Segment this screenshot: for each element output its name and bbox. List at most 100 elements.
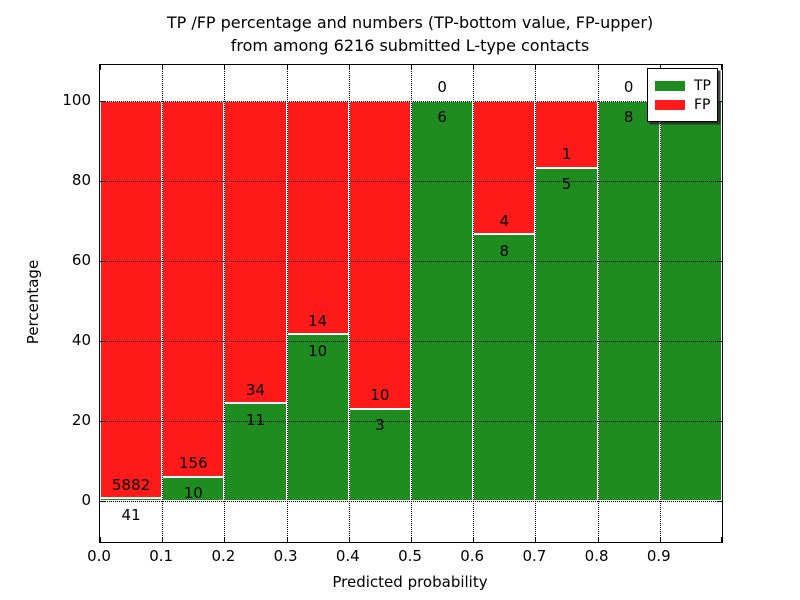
x-tick-mark — [721, 65, 722, 70]
tp-count-label: 10 — [183, 484, 203, 503]
x-tick-label: 0.0 — [87, 547, 111, 565]
fp-count-label: 156 — [178, 454, 208, 473]
x-gridline — [597, 65, 599, 542]
x-tick-label: 0.7 — [522, 547, 547, 565]
x-tick-mark — [535, 65, 537, 70]
y-tick-mark — [717, 261, 722, 262]
x-tick-label: 0.9 — [646, 547, 671, 565]
x-gridline — [224, 65, 226, 542]
x-gridline — [162, 65, 164, 542]
x-tick-mark — [348, 537, 350, 542]
bar-segment-tp — [100, 498, 163, 501]
legend-item-fp: FP — [655, 95, 711, 114]
tp-count-label: 6 — [437, 108, 447, 127]
y-tick-mark — [717, 341, 722, 342]
bar-segment-tp — [224, 403, 287, 501]
x-tick-mark — [535, 537, 537, 542]
tp-count-label: 8 — [499, 241, 510, 260]
legend: TP FP — [647, 68, 718, 122]
x-tick-mark — [286, 65, 288, 70]
bar-segment-tp — [535, 167, 598, 501]
tp-count-label: 11 — [245, 410, 266, 429]
x-tick-mark — [659, 537, 661, 542]
bar-segment-fp — [162, 101, 225, 477]
y-tick-mark — [717, 501, 722, 502]
tp-count-label: 10 — [308, 341, 328, 360]
x-tick-mark — [100, 65, 101, 70]
fp-count-label: 1 — [561, 145, 572, 164]
x-tick-label: 0.6 — [460, 547, 485, 565]
x-tick-label: 0.3 — [273, 547, 298, 565]
y-tick-mark — [100, 421, 105, 422]
bar-segment-tp — [659, 101, 722, 501]
x-tick-mark — [286, 537, 288, 542]
x-tick-mark — [162, 537, 164, 542]
bar-segment-fp — [100, 101, 163, 499]
chart-title-line2: from among 6216 submitted L-type contact… — [230, 36, 590, 55]
fp-count-label: 4 — [499, 211, 510, 230]
y-tick-mark — [100, 101, 105, 102]
bar-segment-fp — [535, 101, 598, 168]
y-tick-mark — [717, 421, 722, 422]
tp-count-label: 41 — [121, 505, 141, 524]
x-tick-mark — [473, 65, 475, 70]
y-tick-label: 80 — [71, 171, 91, 189]
bar-segment-tp — [348, 408, 411, 501]
bar-segment-tp — [473, 234, 536, 501]
plot-area: 588241156103411141010306481508013 TP FP — [99, 64, 723, 543]
x-tick-label: 0.5 — [398, 547, 422, 565]
legend-label-tp: TP — [694, 77, 711, 94]
x-tick-label: 0.8 — [584, 547, 609, 565]
y-tick-mark — [100, 181, 105, 182]
legend-label-fp: FP — [694, 96, 711, 113]
x-tick-mark — [597, 537, 599, 542]
x-tick-mark — [659, 65, 661, 70]
bar-segment-tp — [286, 334, 349, 501]
x-gridline — [411, 65, 412, 542]
fp-count-label: 0 — [623, 78, 634, 97]
x-gridline — [286, 65, 288, 542]
tp-swatch-icon — [655, 80, 685, 91]
x-tick-mark — [224, 537, 226, 542]
x-gridline — [348, 65, 350, 542]
x-tick-mark — [100, 537, 101, 542]
x-axis-label: Predicted probability — [332, 573, 488, 591]
fp-swatch-icon — [655, 99, 685, 110]
tp-count-label: 5 — [561, 175, 572, 194]
y-tick-label: 20 — [71, 411, 91, 429]
y-tick-mark — [100, 341, 105, 342]
fp-count-label: 14 — [308, 311, 328, 330]
tp-count-label: 8 — [623, 108, 634, 127]
fp-count-label: 10 — [370, 386, 390, 405]
x-gridline — [535, 65, 537, 542]
bar-segment-tp — [597, 101, 660, 501]
x-tick-mark — [597, 65, 599, 70]
x-tick-mark — [721, 537, 722, 542]
bar-segment-fp — [348, 101, 411, 409]
y-tick-mark — [717, 101, 722, 102]
y-axis-label: Percentage — [24, 259, 42, 345]
x-gridline — [473, 65, 475, 542]
tp-count-label: 3 — [375, 416, 385, 435]
bar-segment-fp — [224, 101, 287, 404]
y-tick-label: 60 — [71, 251, 91, 269]
x-tick-label: 0.2 — [211, 547, 236, 565]
x-tick-mark — [162, 65, 164, 70]
x-tick-label: 0.4 — [335, 547, 360, 565]
fp-count-label: 34 — [245, 380, 266, 399]
x-tick-mark — [411, 65, 412, 70]
y-tick-label: 40 — [71, 331, 91, 349]
fp-count-label: 0 — [437, 78, 447, 97]
y-tick-label: 100 — [62, 91, 91, 109]
chart-title-line1: TP /FP percentage and numbers (TP-bottom… — [166, 13, 654, 32]
grid-layer — [100, 65, 722, 542]
y-tick-mark — [717, 181, 722, 182]
y-tick-mark — [100, 501, 105, 502]
x-tick-mark — [348, 65, 350, 70]
y-tick-mark — [100, 261, 105, 262]
y-tick-label: 0 — [81, 491, 91, 509]
x-tick-label: 0.1 — [149, 547, 174, 565]
bars-layer — [100, 65, 722, 542]
annotations-layer: 588241156103411141010306481508013 — [100, 65, 722, 542]
